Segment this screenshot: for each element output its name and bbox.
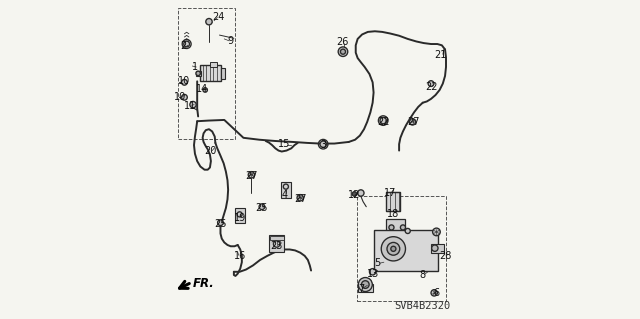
Circle shape: [431, 290, 437, 296]
Text: 16: 16: [234, 251, 246, 261]
Circle shape: [389, 225, 394, 230]
Circle shape: [320, 141, 326, 147]
Text: 6: 6: [433, 288, 440, 298]
Circle shape: [206, 19, 212, 25]
Circle shape: [182, 94, 188, 100]
Circle shape: [405, 228, 410, 234]
Text: 7: 7: [358, 284, 365, 294]
Text: 17: 17: [384, 188, 396, 198]
Circle shape: [259, 204, 265, 210]
Text: 27: 27: [407, 117, 419, 127]
Text: 11: 11: [184, 101, 196, 111]
Circle shape: [433, 228, 440, 236]
Circle shape: [203, 88, 207, 92]
Bar: [269, 235, 284, 252]
Bar: [210, 62, 217, 67]
Text: 23: 23: [270, 241, 282, 251]
Text: 5: 5: [374, 258, 381, 268]
Circle shape: [401, 225, 406, 230]
Text: 27: 27: [294, 194, 307, 204]
Circle shape: [369, 269, 376, 275]
Text: 9: 9: [227, 36, 233, 47]
Circle shape: [182, 79, 188, 85]
Bar: [196, 71, 201, 76]
Text: SVB4B2320: SVB4B2320: [394, 300, 450, 311]
Text: 25: 25: [256, 203, 268, 213]
Text: 10: 10: [174, 92, 186, 102]
Circle shape: [196, 71, 200, 76]
Text: 8: 8: [420, 270, 426, 280]
Circle shape: [391, 246, 396, 251]
Text: 24: 24: [212, 11, 225, 22]
Text: FR.: FR.: [193, 278, 215, 290]
Circle shape: [381, 237, 406, 261]
Circle shape: [358, 278, 372, 292]
Circle shape: [248, 172, 255, 178]
Bar: [358, 284, 373, 292]
Bar: [386, 192, 400, 211]
Circle shape: [362, 281, 369, 288]
Text: 14: 14: [196, 84, 208, 94]
Text: 10: 10: [179, 76, 191, 86]
Circle shape: [358, 190, 364, 196]
Circle shape: [340, 49, 346, 54]
Text: 27: 27: [245, 171, 258, 181]
Bar: [234, 208, 244, 223]
Text: 3: 3: [320, 140, 326, 150]
Text: 22: 22: [425, 82, 437, 92]
Text: 21: 21: [435, 50, 447, 60]
Circle shape: [352, 192, 356, 196]
Circle shape: [387, 242, 400, 255]
Circle shape: [184, 41, 189, 47]
Circle shape: [297, 195, 303, 201]
Bar: [269, 236, 284, 240]
Text: 20: 20: [204, 145, 216, 156]
Circle shape: [380, 117, 387, 124]
Bar: [386, 219, 404, 234]
Bar: [221, 68, 225, 79]
Text: 2: 2: [180, 41, 187, 51]
Text: 1: 1: [192, 62, 198, 72]
Bar: [431, 244, 444, 253]
Circle shape: [431, 245, 438, 251]
Circle shape: [190, 101, 196, 108]
Circle shape: [338, 47, 348, 56]
Bar: [356, 196, 446, 301]
Circle shape: [428, 81, 434, 86]
Text: 18: 18: [387, 209, 399, 219]
Text: 13: 13: [367, 269, 379, 279]
Text: 19: 19: [234, 212, 246, 223]
Text: 12: 12: [348, 190, 360, 200]
Circle shape: [218, 220, 223, 226]
Text: 26: 26: [336, 37, 349, 47]
Bar: [200, 65, 221, 81]
Bar: [178, 8, 236, 139]
Text: 28: 28: [439, 251, 451, 261]
Text: 4: 4: [282, 189, 288, 200]
Text: 15: 15: [278, 139, 291, 149]
Circle shape: [410, 119, 416, 125]
Bar: [281, 182, 291, 198]
Bar: [374, 230, 438, 271]
Text: 22: 22: [378, 117, 390, 127]
Text: 25: 25: [214, 219, 227, 229]
